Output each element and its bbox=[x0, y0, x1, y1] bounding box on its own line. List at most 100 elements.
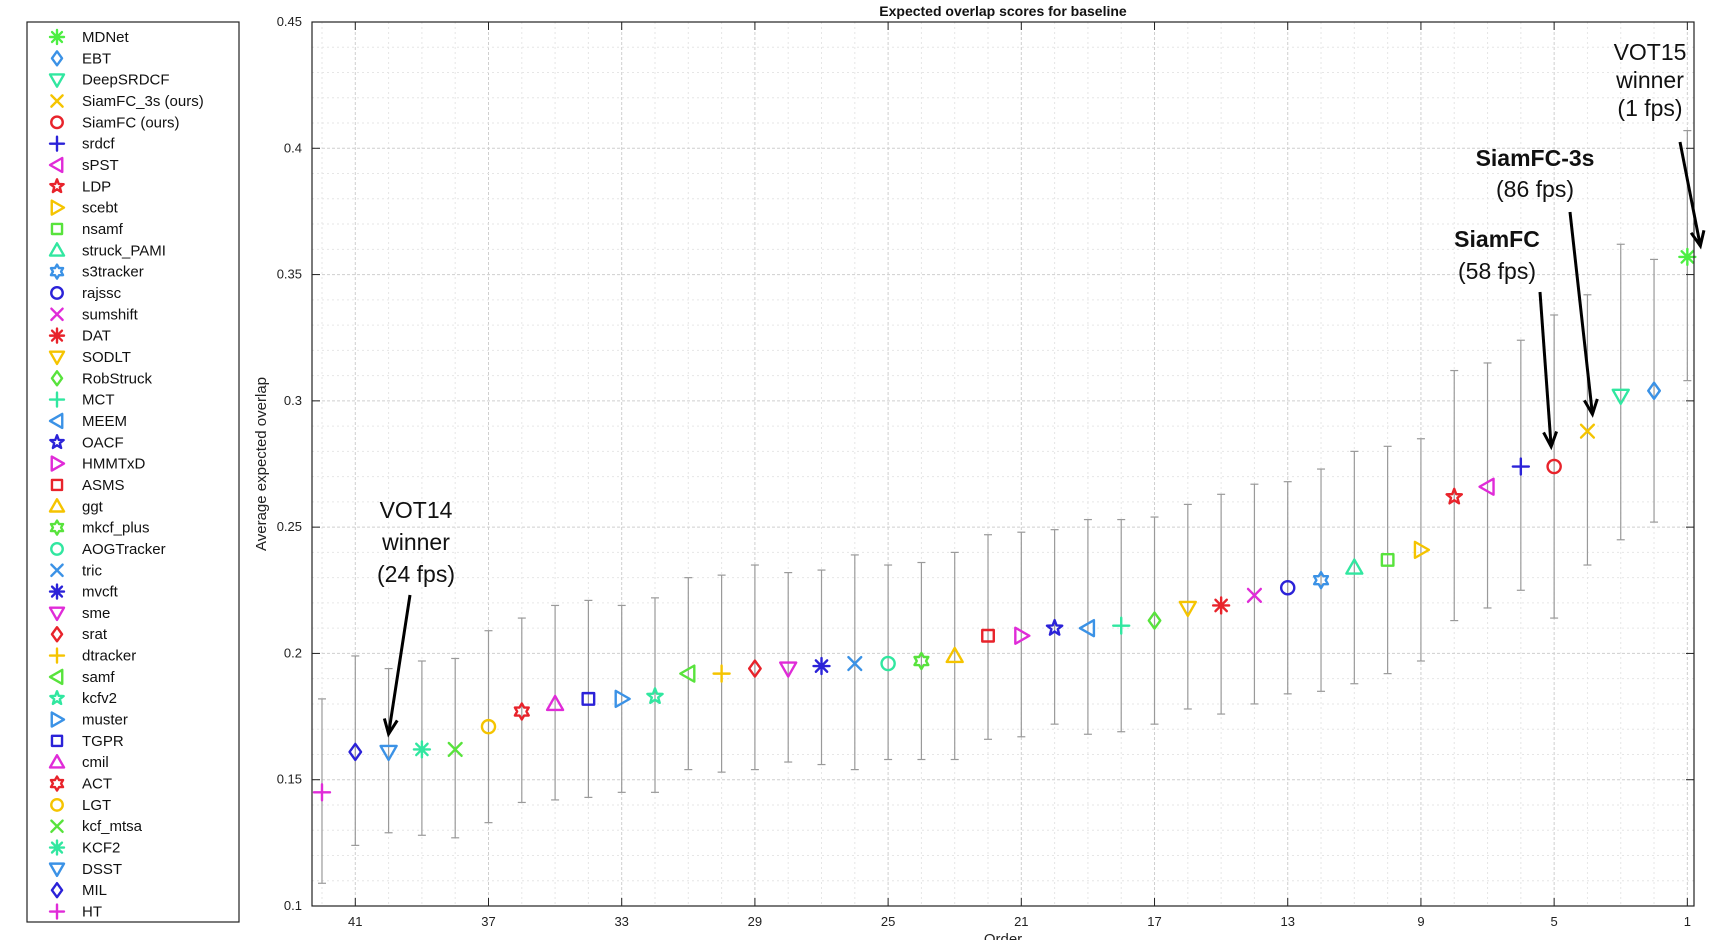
legend-label: DSST bbox=[82, 861, 122, 878]
data-point-scebt bbox=[1413, 540, 1431, 560]
legend-icon-cmil bbox=[48, 754, 66, 769]
chart-title: Expected overlap scores for baseline bbox=[879, 3, 1127, 19]
y-tick-label: 0.1 bbox=[284, 898, 302, 913]
legend-label: scebt bbox=[82, 200, 119, 217]
annotation-text: VOT14 bbox=[380, 497, 453, 523]
x-tick-label: 9 bbox=[1417, 914, 1424, 929]
legend-icon-SiamFC_3s (ours) bbox=[50, 94, 64, 108]
legend-label: KCF2 bbox=[82, 840, 120, 857]
y-tick-label: 0.15 bbox=[277, 772, 302, 787]
legend-icon-mvcft bbox=[48, 583, 66, 600]
legend-label: AOGTracker bbox=[82, 541, 166, 558]
legend-label: MCT bbox=[82, 392, 115, 409]
data-point-LGT bbox=[480, 718, 497, 735]
legend-icon-HMMTxD bbox=[50, 455, 66, 472]
legend-icon-srat bbox=[50, 626, 64, 643]
x-tick-label: 21 bbox=[1014, 914, 1028, 929]
legend-icon-scebt bbox=[50, 199, 66, 216]
legend-label: TGPR bbox=[82, 733, 124, 750]
data-point-SiamFC (ours) bbox=[1546, 458, 1562, 475]
annotation-text: (1 fps) bbox=[1617, 95, 1682, 121]
legend-icon-HT bbox=[48, 903, 66, 920]
legend-label: HMMTxD bbox=[82, 456, 145, 473]
legend-icon-KCF2 bbox=[48, 839, 66, 856]
legend-icon-TGPR bbox=[50, 734, 64, 748]
x-tick-label: 5 bbox=[1551, 914, 1558, 929]
legend-label: s3tracker bbox=[82, 264, 144, 281]
data-point-DeepSRDCF bbox=[1611, 388, 1630, 406]
annotation-arrowhead bbox=[1542, 430, 1558, 451]
annotation-arrowhead bbox=[1689, 229, 1706, 250]
x-tick-label: 41 bbox=[348, 914, 362, 929]
legend-icon-dtracker bbox=[48, 647, 66, 664]
legend-icon-nsamf bbox=[50, 222, 64, 236]
data-point-DSST bbox=[379, 744, 398, 762]
legend-label: struck_PAMI bbox=[82, 242, 166, 259]
legend-label: sme bbox=[82, 605, 110, 622]
legend-icon-tric bbox=[50, 563, 64, 578]
data-point-sumshift bbox=[1246, 587, 1263, 603]
data-point-ASMS bbox=[981, 628, 995, 643]
legend-label: MEEM bbox=[82, 413, 127, 430]
y-tick-label: 0.25 bbox=[277, 519, 302, 534]
annotation-text: (58 fps) bbox=[1458, 258, 1536, 284]
legend-icon-srdcf bbox=[48, 135, 66, 152]
x-tick-label: 13 bbox=[1280, 914, 1294, 929]
legend-label: mvcft bbox=[82, 584, 119, 601]
legend-icon-MDNet bbox=[48, 28, 66, 46]
legend-label: ggt bbox=[82, 498, 104, 515]
x-tick-label: 37 bbox=[481, 914, 495, 929]
legend-label: sumshift bbox=[82, 306, 139, 323]
legend-icon-OACF bbox=[49, 434, 65, 450]
x-tick-label: 33 bbox=[614, 914, 628, 929]
annotation-arrow bbox=[1678, 141, 1702, 247]
legend-label: kcfv2 bbox=[82, 690, 117, 707]
data-point-EBT bbox=[1647, 381, 1661, 400]
legend-icon-muster bbox=[50, 711, 66, 728]
legend-icon-struck_PAMI bbox=[48, 242, 66, 257]
legend-label: SiamFC (ours) bbox=[82, 114, 180, 131]
annotation-text: (86 fps) bbox=[1496, 176, 1574, 202]
legend-icon-ggt bbox=[48, 498, 66, 513]
legend-icon-EBT bbox=[50, 50, 64, 67]
x-tick-label: 29 bbox=[748, 914, 762, 929]
data-point-HMMTxD bbox=[1014, 626, 1031, 645]
data-point-muster bbox=[614, 689, 631, 709]
legend-label: SiamFC_3s (ours) bbox=[82, 93, 204, 110]
legend-label: nsamf bbox=[82, 221, 124, 238]
data-point-MCT bbox=[1112, 616, 1131, 635]
legend-label: DeepSRDCF bbox=[82, 72, 170, 89]
legend-icon-SODLT bbox=[48, 350, 66, 366]
data-point-srdcf bbox=[1511, 457, 1531, 476]
legend-icon-LDP bbox=[49, 178, 65, 194]
data-point-RobStruck bbox=[1147, 611, 1162, 630]
x-axis-label: Order bbox=[984, 931, 1022, 940]
legend-label: rajssc bbox=[82, 285, 122, 302]
data-point-struck_PAMI bbox=[1345, 558, 1364, 575]
data-point-AOGTracker bbox=[880, 655, 896, 672]
annotation-text: SiamFC bbox=[1454, 226, 1540, 252]
data-point-tric bbox=[847, 655, 863, 672]
legend-label: EBT bbox=[82, 50, 111, 67]
legend-label: cmil bbox=[82, 754, 109, 771]
legend-label: sPST bbox=[82, 157, 119, 174]
legend-label: mkcf_plus bbox=[82, 520, 150, 537]
data-point-MDNet bbox=[1678, 247, 1697, 267]
legend-label: ASMS bbox=[82, 477, 125, 494]
plot-frame bbox=[311, 21, 1695, 907]
grid-lines bbox=[312, 21, 1694, 907]
legend-icon-DAT bbox=[48, 327, 66, 344]
annotation-arrowhead bbox=[382, 718, 399, 738]
data-point-LDP bbox=[1445, 487, 1464, 505]
data-point-rajssc bbox=[1279, 580, 1296, 596]
legend-icon-MEEM bbox=[48, 412, 64, 430]
annotation-arrowhead bbox=[1583, 398, 1599, 418]
data-point-KCF2 bbox=[412, 740, 432, 759]
legend-label: MIL bbox=[82, 882, 107, 899]
data-point-sme bbox=[779, 661, 798, 678]
legend-icon-RobStruck bbox=[50, 370, 64, 387]
data-point-s3tracker bbox=[1312, 570, 1330, 590]
